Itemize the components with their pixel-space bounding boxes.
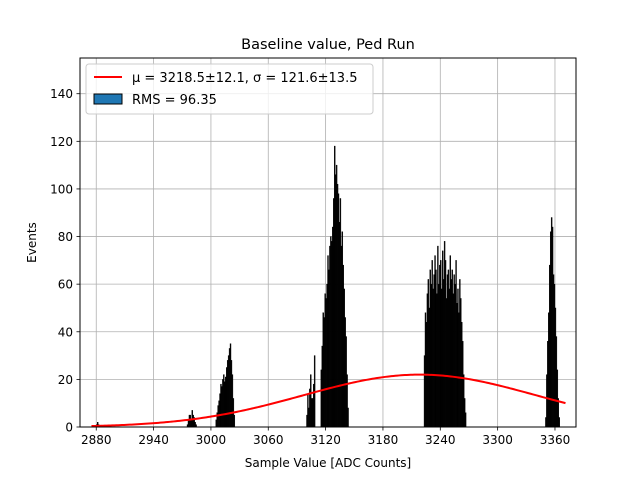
legend: μ = 3218.5±12.1, σ = 121.6±13.5 RMS = 96… (85, 63, 374, 115)
axes-ticks: 2880 2940 3000 3060 3120 3180 3240 3300 3360 0 20 4… (50, 87, 570, 447)
y-tick-label: 20 (58, 373, 73, 387)
x-tick-label: 2880 (81, 433, 112, 447)
x-axis-label: Sample Value [ADC Counts] (245, 456, 411, 470)
x-tick-label: 3120 (310, 433, 341, 447)
legend-hist-label: RMS = 96.35 (132, 93, 217, 108)
histogram-bar (464, 412, 467, 428)
x-tick-label: 3240 (425, 433, 456, 447)
chart-title: Baseline value, Ped Run (241, 37, 415, 53)
y-tick-label: 120 (50, 135, 73, 149)
legend-fit-label: μ = 3218.5±12.1, σ = 121.6±13.5 (132, 71, 357, 86)
y-tick-label: 140 (50, 87, 73, 101)
y-axis-label: Events (25, 222, 39, 263)
x-tick-label: 3300 (482, 433, 513, 447)
y-tick-label: 0 (65, 421, 73, 435)
histogram-bar (558, 417, 560, 428)
fit-curve (91, 373, 566, 428)
histogram-bar (233, 414, 236, 428)
x-tick-label: 3000 (196, 433, 227, 447)
plot-frame (79, 57, 577, 428)
legend-hist-swatch (93, 93, 123, 105)
x-tick-label: 3360 (540, 433, 571, 447)
y-tick-label: 100 (50, 182, 73, 196)
y-tick-label: 80 (58, 230, 73, 244)
x-tick-label: 2940 (138, 433, 169, 447)
x-tick-label: 3060 (253, 433, 284, 447)
legend-box (85, 63, 374, 115)
x-tick-label: 3180 (368, 433, 399, 447)
histogram-bar (347, 407, 349, 428)
y-tick-label: 60 (58, 278, 73, 292)
y-tick-label: 40 (58, 325, 73, 339)
